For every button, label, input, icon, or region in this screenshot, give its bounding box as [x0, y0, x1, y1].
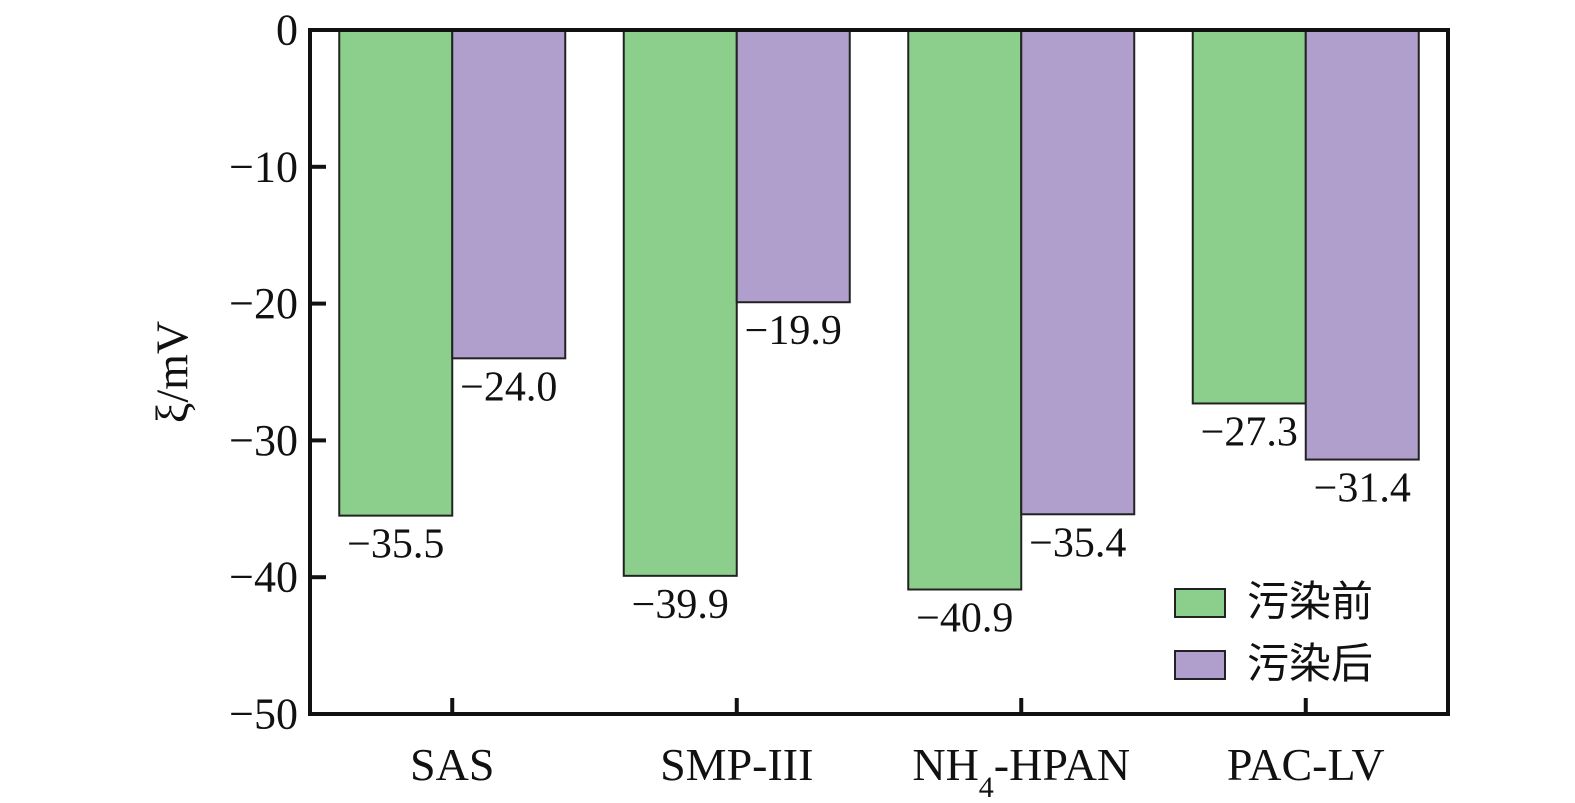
legend-swatch — [1174, 650, 1226, 680]
y-tick-label: −30 — [229, 416, 298, 465]
legend-label: 污染前 — [1247, 580, 1373, 626]
data-label: −35.5 — [347, 522, 444, 568]
y-tick-label: −20 — [229, 279, 298, 328]
y-axis-label: ξ/mV — [147, 321, 198, 423]
data-label: −24.0 — [460, 364, 557, 410]
y-tick-label: 0 — [276, 6, 298, 55]
data-labels-layer: −35.5 −24.0 −39.9 −19.9 −40.9 −35.4 −27.3 −31.4 — [347, 308, 1411, 641]
x-tick-label-tail: -HPAN — [994, 739, 1130, 790]
data-label: −35.4 — [1029, 520, 1126, 566]
bar-before-1 — [622, 29, 738, 577]
data-label: −19.9 — [745, 308, 842, 354]
bar-after-0 — [451, 29, 567, 360]
legend-swatch — [1174, 588, 1226, 618]
x-tick-label: NH4-HPAN — [912, 739, 1130, 803]
x-tick-label-subscript: 4 — [979, 771, 994, 803]
y-tick-label: −50 — [229, 690, 298, 739]
x-tick-label: SAS — [410, 739, 494, 790]
bar-before-0 — [338, 29, 454, 517]
y-tick-label: −10 — [229, 142, 298, 191]
data-label: −39.9 — [632, 582, 729, 628]
x-axis: SAS SMP-III NH4-HPAN PAC-LV — [410, 698, 1385, 803]
x-tick-label-main: PAC-LV — [1227, 739, 1385, 790]
data-label: −40.9 — [916, 596, 1013, 642]
bar-after-3 — [1304, 29, 1420, 461]
x-tick-label: SMP-III — [660, 739, 813, 790]
bars-layer — [338, 29, 1420, 591]
data-label: −31.4 — [1314, 466, 1411, 512]
x-tick-label-main: SAS — [410, 739, 494, 790]
bar-before-2 — [907, 29, 1023, 591]
bar-after-1 — [735, 29, 851, 304]
bar-before-3 — [1191, 29, 1307, 405]
x-tick-label: PAC-LV — [1227, 739, 1385, 790]
x-tick-label-main: NH — [912, 739, 978, 790]
legend-label: 污染后 — [1247, 642, 1373, 688]
bar-after-2 — [1020, 29, 1136, 516]
y-axis: 0 −10 −20 −30 −40 −50 — [229, 6, 326, 739]
data-label: −27.3 — [1201, 409, 1298, 455]
x-tick-label-main: SMP-III — [660, 739, 813, 790]
plot-frame — [308, 28, 1450, 716]
y-tick-label: −40 — [229, 553, 298, 602]
